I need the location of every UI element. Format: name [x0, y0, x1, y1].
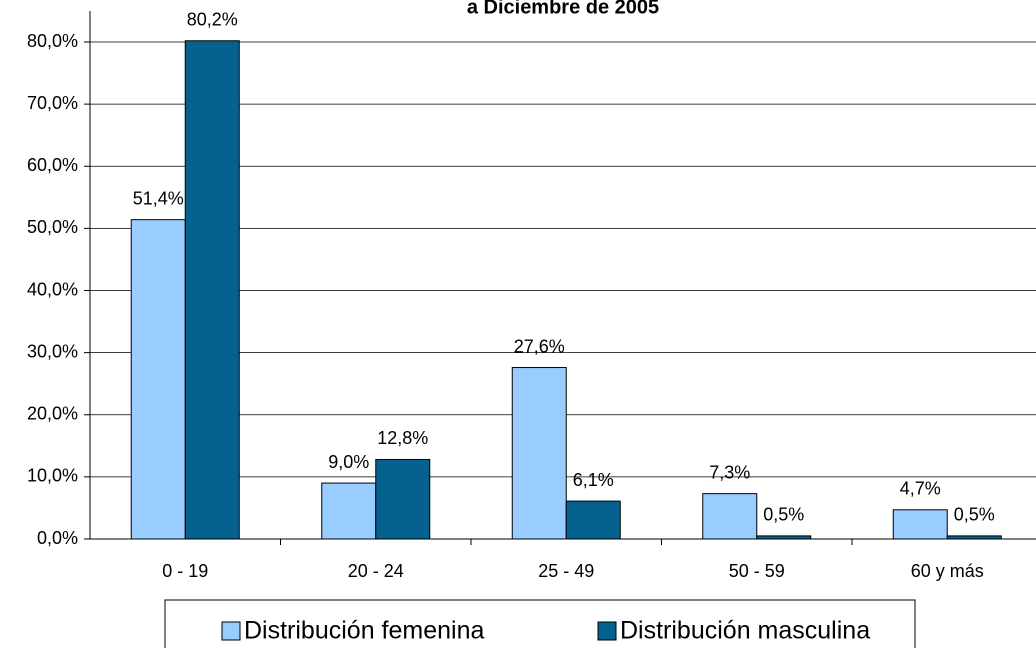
bar	[946, 535, 1002, 540]
value-label: 80,2%	[187, 10, 238, 30]
x-tick-label: 25 - 49	[538, 561, 594, 581]
x-tick-label: 20 - 24	[348, 561, 404, 581]
value-label: 51,4%	[133, 188, 184, 208]
bar	[130, 219, 186, 540]
bar	[375, 458, 431, 540]
bar	[321, 482, 377, 540]
x-tick-label: 50 - 59	[729, 561, 785, 581]
y-tick-label: 30,0%	[27, 341, 78, 361]
bar	[184, 40, 240, 540]
chart-title: a Diciembre de 2005	[467, 0, 659, 18]
value-label: 6,1%	[573, 470, 614, 490]
bar	[565, 500, 621, 540]
y-tick-label: 70,0%	[27, 93, 78, 113]
y-tick-label: 80,0%	[27, 31, 78, 51]
x-tick-label: 0 - 19	[162, 561, 208, 581]
value-label: 12,8%	[377, 428, 428, 448]
legend-label: Distribución masculina	[620, 617, 870, 645]
legend-label: Distribución femenina	[244, 617, 484, 645]
value-label: 7,3%	[709, 462, 750, 482]
value-label: 4,7%	[900, 479, 941, 499]
y-tick-label: 10,0%	[27, 466, 78, 486]
legend-swatch	[597, 621, 617, 641]
bar	[756, 535, 812, 540]
y-tick-label: 50,0%	[27, 217, 78, 237]
y-tick-label: 60,0%	[27, 155, 78, 175]
y-tick-label: 20,0%	[27, 404, 78, 424]
value-label: 0,5%	[954, 505, 995, 525]
bar	[702, 493, 758, 540]
bar	[511, 367, 567, 540]
legend-swatch	[221, 621, 241, 641]
y-tick-label: 0,0%	[37, 528, 78, 548]
y-tick-label: 40,0%	[27, 279, 78, 299]
legend-box	[164, 599, 916, 648]
value-label: 9,0%	[328, 452, 369, 472]
value-label: 27,6%	[514, 336, 565, 356]
value-label: 0,5%	[763, 505, 804, 525]
x-tick-label: 60 y más	[911, 561, 984, 581]
bar	[892, 509, 948, 540]
